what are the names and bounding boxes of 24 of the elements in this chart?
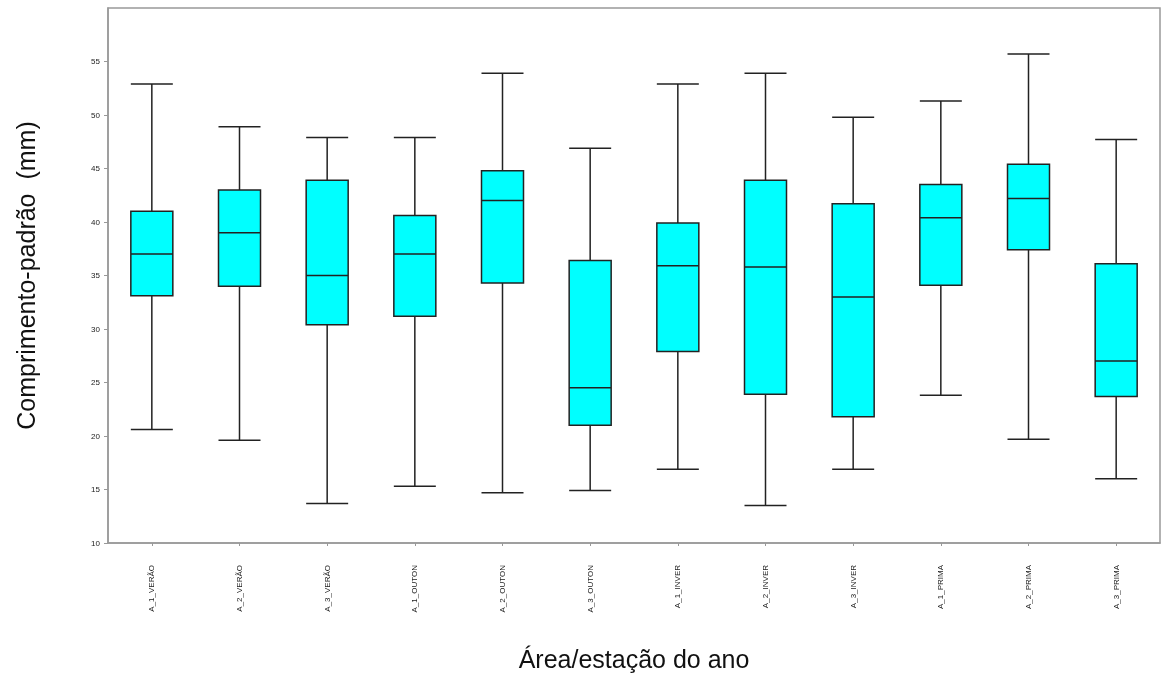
x-tick-label: A_3_INVER <box>848 564 858 609</box>
y-tick-label: 40 <box>91 217 101 227</box>
x-tick-label: A_1_INVER <box>673 564 683 609</box>
y-tick-label: 20 <box>91 431 101 441</box>
y-tick-label: 10 <box>91 538 101 548</box>
y-tick-label: 50 <box>91 110 101 120</box>
x-tick-label: A_2_OUTON <box>498 564 507 613</box>
y-tick-label: 45 <box>91 164 101 173</box>
y-tick-label: 30 <box>91 324 101 334</box>
x-tick-label: A_3_VERÃO <box>322 565 332 612</box>
x-tick-label: A_1_PRIMA <box>936 564 946 610</box>
y-tick-label: 25 <box>91 378 101 387</box>
x-axis-title: Área/estação do ano <box>518 644 750 673</box>
x-tick-label: A_1_VERÃO <box>147 565 157 612</box>
y-tick-label: 55 <box>91 57 101 66</box>
x-tick-label: A_2_VERÃO <box>235 565 244 612</box>
x-tick-label: A_2_PRIMA <box>1024 564 1033 610</box>
y-tick-label: 35 <box>91 271 101 280</box>
x-tick-label: A_3_OUTON <box>585 564 595 613</box>
y-axis-title: Comprimento-padrão (mm) <box>11 121 40 430</box>
y-tick-label: 15 <box>91 485 101 494</box>
x-tick-label: A_1_OUTON <box>410 564 420 613</box>
x-tick-label: A_3_PRIMA <box>1111 564 1121 610</box>
x-tick-label: A_2_INVER <box>761 564 770 609</box>
